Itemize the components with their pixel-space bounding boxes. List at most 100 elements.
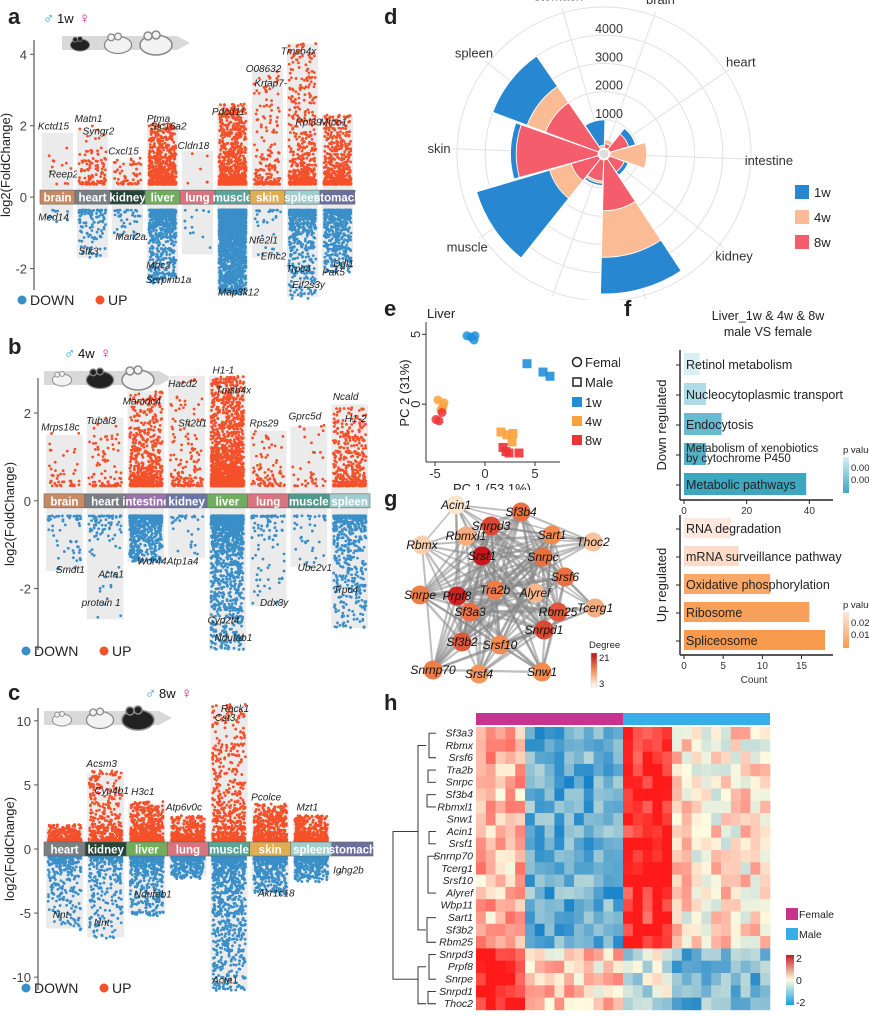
down-point xyxy=(133,219,136,223)
up-point xyxy=(50,165,54,169)
up-point xyxy=(82,159,86,163)
up-point xyxy=(266,148,270,152)
down-point xyxy=(147,268,151,272)
up-point xyxy=(138,172,142,176)
panel-label-e: e xyxy=(384,296,396,322)
up-point xyxy=(149,133,153,136)
up-point xyxy=(171,179,174,183)
up-point xyxy=(227,130,231,134)
up-point xyxy=(218,178,222,182)
up-point xyxy=(253,172,257,176)
down-point xyxy=(228,215,231,218)
up-point xyxy=(160,182,163,186)
up-point xyxy=(255,174,259,178)
up-point xyxy=(147,171,151,174)
up-point xyxy=(166,179,170,183)
down-point xyxy=(118,234,122,238)
up-point xyxy=(55,182,59,186)
up-point xyxy=(149,130,153,134)
down-point xyxy=(77,209,81,212)
up-point xyxy=(254,112,258,116)
up-point xyxy=(157,157,161,160)
up-point xyxy=(174,172,178,175)
up-point xyxy=(160,177,164,181)
up-point xyxy=(258,173,262,177)
up-point xyxy=(276,106,280,110)
up-point xyxy=(121,182,125,186)
down-point xyxy=(167,271,171,275)
gene-label: Mpc2 xyxy=(146,261,171,272)
down-point xyxy=(95,212,98,215)
up-point xyxy=(275,120,278,123)
down-point xyxy=(223,219,227,223)
up-point xyxy=(219,134,223,138)
down-point xyxy=(225,231,229,235)
up-point xyxy=(84,149,88,153)
up-point xyxy=(243,165,247,169)
down-point xyxy=(133,214,137,218)
down-point xyxy=(242,208,246,212)
up-point xyxy=(265,103,269,107)
down-point xyxy=(256,253,260,256)
up-point xyxy=(122,179,126,183)
up-point xyxy=(148,137,152,141)
up-point xyxy=(154,161,158,165)
down-point xyxy=(80,239,84,243)
tissue-label: liver xyxy=(151,193,175,205)
up-point xyxy=(238,158,242,162)
down-point xyxy=(82,236,86,239)
mouse-ear xyxy=(143,31,153,41)
up-point xyxy=(218,141,222,145)
down-point xyxy=(227,268,231,272)
down-point xyxy=(161,279,165,282)
down-point xyxy=(113,213,117,217)
up-point xyxy=(83,176,87,180)
up-point xyxy=(129,157,133,161)
mouse-ear xyxy=(77,36,83,42)
up-point xyxy=(157,173,160,177)
down-point xyxy=(158,216,162,220)
up-point xyxy=(311,110,314,114)
up-point xyxy=(150,175,154,179)
up-point xyxy=(83,169,87,172)
up-point xyxy=(268,168,272,172)
down-point xyxy=(120,225,124,229)
up-point xyxy=(306,85,310,89)
down-point xyxy=(86,232,89,236)
panel-label-a: a xyxy=(8,4,20,30)
up-point xyxy=(169,133,173,137)
up-point xyxy=(268,121,272,125)
down-point xyxy=(218,208,222,212)
down-point xyxy=(243,248,247,251)
up-point xyxy=(172,181,176,184)
up-point xyxy=(221,155,224,159)
up-point xyxy=(238,182,242,186)
down-point xyxy=(165,222,169,226)
up-point xyxy=(243,121,246,125)
down-point xyxy=(173,236,177,240)
up-point xyxy=(114,170,118,173)
up-point xyxy=(148,162,152,166)
up-point xyxy=(243,151,247,155)
down-point xyxy=(81,208,85,212)
up-point xyxy=(116,168,119,172)
down-point xyxy=(229,246,232,250)
up-point xyxy=(47,154,51,158)
down-point xyxy=(147,221,151,225)
down-point xyxy=(231,265,234,268)
up-point xyxy=(260,153,264,156)
female-symbol-icon: ♀ xyxy=(79,10,90,27)
up-point xyxy=(149,139,153,143)
down-point xyxy=(92,208,96,212)
up-point xyxy=(152,136,156,140)
up-point xyxy=(157,129,160,133)
down-point xyxy=(242,245,246,249)
up-point xyxy=(87,178,91,182)
down-point xyxy=(195,208,199,212)
down-point xyxy=(79,245,83,249)
up-point xyxy=(233,148,236,152)
up-point xyxy=(96,149,99,153)
